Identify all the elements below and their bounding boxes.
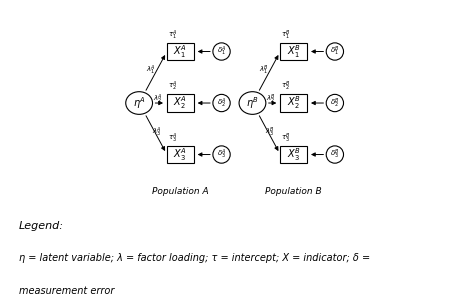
- Bar: [280, 43, 307, 60]
- Text: $\delta_3^B$: $\delta_3^B$: [330, 148, 340, 161]
- Text: Legend:: Legend:: [19, 221, 64, 231]
- Text: $X_2^B$: $X_2^B$: [287, 95, 301, 112]
- Text: η = latent variable; λ = factor loading; τ = intercept; X = indicator; δ =: η = latent variable; λ = factor loading;…: [19, 253, 370, 263]
- Text: Population B: Population B: [265, 187, 322, 196]
- Bar: [167, 43, 194, 60]
- Ellipse shape: [213, 94, 230, 112]
- Text: $\lambda_1^B$: $\lambda_1^B$: [259, 64, 269, 77]
- Text: $\lambda_1^A$: $\lambda_1^A$: [146, 64, 155, 77]
- Text: $\lambda_2^B$: $\lambda_2^B$: [266, 93, 276, 106]
- Ellipse shape: [213, 146, 230, 163]
- Text: $\eta^A$: $\eta^A$: [133, 95, 146, 111]
- Text: $\delta_3^A$: $\delta_3^A$: [217, 148, 227, 161]
- Text: $\delta_2^A$: $\delta_2^A$: [217, 96, 227, 110]
- Ellipse shape: [326, 94, 344, 112]
- Text: measurement error: measurement error: [19, 285, 114, 295]
- Text: $\delta_1^A$: $\delta_1^A$: [217, 45, 227, 58]
- Text: $\tau_1^A$: $\tau_1^A$: [168, 28, 178, 42]
- Text: $X_1^B$: $X_1^B$: [287, 43, 301, 60]
- Text: $\tau_1^B$: $\tau_1^B$: [281, 28, 291, 42]
- Ellipse shape: [326, 146, 344, 163]
- Text: $\tau_2^A$: $\tau_2^A$: [168, 80, 178, 93]
- Text: $\lambda_3^B$: $\lambda_3^B$: [265, 125, 275, 139]
- Bar: [167, 146, 194, 163]
- Text: $X_3^B$: $X_3^B$: [287, 146, 301, 163]
- Text: $\delta_2^B$: $\delta_2^B$: [330, 96, 340, 110]
- Text: Population A: Population A: [152, 187, 209, 196]
- Text: $\tau_2^B$: $\tau_2^B$: [281, 80, 291, 93]
- Text: $\lambda_3^A$: $\lambda_3^A$: [152, 125, 162, 139]
- Text: $X_1^A$: $X_1^A$: [173, 43, 187, 60]
- Ellipse shape: [239, 92, 266, 114]
- Text: $\tau_3^A$: $\tau_3^A$: [168, 132, 178, 145]
- Bar: [280, 146, 307, 163]
- Bar: [280, 94, 307, 112]
- Bar: [167, 94, 194, 112]
- Text: $X_2^A$: $X_2^A$: [173, 95, 187, 112]
- Ellipse shape: [213, 43, 230, 60]
- Ellipse shape: [126, 92, 153, 114]
- Text: $X_3^A$: $X_3^A$: [173, 146, 187, 163]
- Text: $\lambda_2^A$: $\lambda_2^A$: [153, 93, 163, 106]
- Ellipse shape: [326, 43, 344, 60]
- Text: $\tau_3^B$: $\tau_3^B$: [281, 132, 291, 145]
- Text: $\delta_1^B$: $\delta_1^B$: [330, 45, 340, 58]
- Text: $\eta^B$: $\eta^B$: [246, 95, 259, 111]
